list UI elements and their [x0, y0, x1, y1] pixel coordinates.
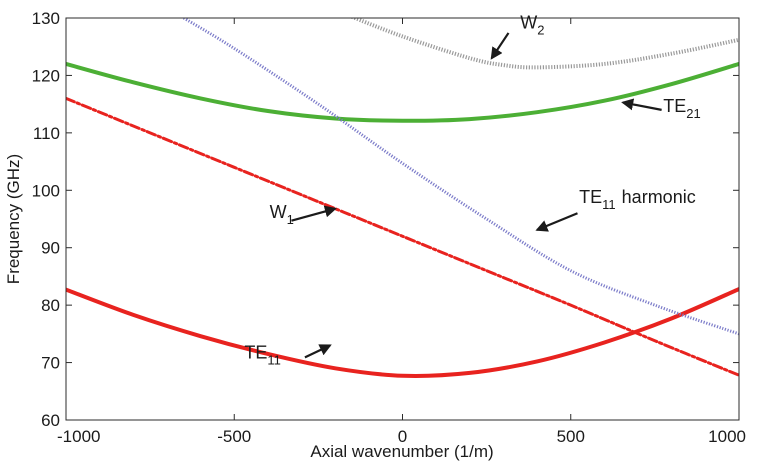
- series-line-te11-harmonic: [182, 18, 739, 336]
- annotation-arrow-te11h: [535, 212, 578, 232]
- y-tick-label: 90: [41, 239, 60, 258]
- y-tick-label: 80: [41, 296, 60, 315]
- y-tick-label: 120: [32, 66, 60, 85]
- annotation-label-w1: W1: [270, 202, 294, 227]
- series-line-te11: [66, 287, 739, 379]
- x-tick-label: 1000: [708, 427, 746, 446]
- annotation-arrow-w1: [291, 205, 337, 222]
- annotation-arrow-te21: [621, 98, 662, 111]
- series-layer: [66, 18, 739, 379]
- x-tick-label: 0: [398, 427, 407, 446]
- y-tick-label: 130: [32, 9, 60, 28]
- y-tick-label: 100: [32, 181, 60, 200]
- x-tick-label: -1000: [57, 427, 100, 446]
- plot-frame: [65, 17, 740, 421]
- ticks-layer: -1000 -500 0 500 1000 60 70 80 90 100 110 120 130: [32, 9, 746, 446]
- series-line-te21: [66, 61, 739, 123]
- annotation-layer: W2 TE21 TE11 harmonic W1 TE11: [244, 12, 700, 367]
- annotation-label-te11: TE11: [244, 343, 281, 368]
- y-tick-label: 60: [41, 411, 60, 430]
- y-axis-title: Frequency (GHz): [4, 154, 23, 284]
- y-tick-label: 110: [33, 124, 60, 143]
- x-axis-title: Axial wavenumber (1/m): [310, 442, 493, 461]
- y-tick-label: 70: [41, 354, 60, 373]
- annotation-label-te21: TE21: [663, 96, 700, 121]
- annotation-label-te11h: TE11 harmonic: [579, 187, 696, 212]
- annotation-arrow-w2: [490, 32, 510, 60]
- series-line-w1: [66, 96, 739, 377]
- x-tick-label: 500: [557, 427, 585, 446]
- x-tick-label: -500: [217, 427, 251, 446]
- annotation-label-w2: W2: [520, 12, 544, 37]
- annotation-arrow-te11: [304, 344, 332, 359]
- series-line-w2: [351, 18, 739, 70]
